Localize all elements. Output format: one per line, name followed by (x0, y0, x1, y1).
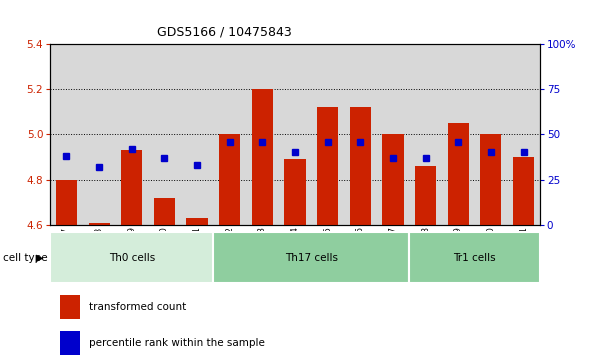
Bar (60, 295, 80, 319)
Bar (219, 134, 240, 225)
Bar (480, 134, 502, 225)
Bar (252, 89, 273, 225)
Bar (186, 218, 208, 225)
Text: Th17 cells: Th17 cells (285, 253, 338, 263)
Bar (474, 44, 507, 225)
Bar (513, 157, 534, 225)
Bar (507, 44, 540, 225)
Text: transformed count: transformed count (89, 302, 186, 312)
Bar (60, 331, 80, 355)
Text: cell type: cell type (3, 253, 48, 263)
Bar (415, 166, 436, 225)
Bar (442, 44, 474, 225)
Bar (148, 44, 181, 225)
Bar (278, 44, 312, 225)
Bar (448, 123, 469, 225)
Bar (317, 107, 338, 225)
Bar (312, 44, 344, 225)
Bar (409, 232, 540, 283)
Bar (344, 44, 376, 225)
Bar (50, 44, 83, 225)
Bar (83, 44, 116, 225)
Text: Th0 cells: Th0 cells (109, 253, 155, 263)
Bar (214, 44, 246, 225)
Text: ▶: ▶ (37, 253, 44, 263)
Text: percentile rank within the sample: percentile rank within the sample (89, 338, 265, 348)
Bar (116, 44, 148, 225)
Bar (382, 134, 404, 225)
Bar (121, 150, 142, 225)
Bar (350, 107, 371, 225)
Bar (50, 232, 214, 283)
Bar (154, 198, 175, 225)
Bar (246, 44, 278, 225)
Bar (88, 223, 110, 225)
Bar (376, 44, 409, 225)
Bar (284, 159, 306, 225)
Bar (409, 44, 442, 225)
Bar (56, 180, 77, 225)
Bar (214, 232, 409, 283)
Bar (181, 44, 214, 225)
Text: GDS5166 / 10475843: GDS5166 / 10475843 (157, 25, 291, 38)
Text: Tr1 cells: Tr1 cells (453, 253, 496, 263)
